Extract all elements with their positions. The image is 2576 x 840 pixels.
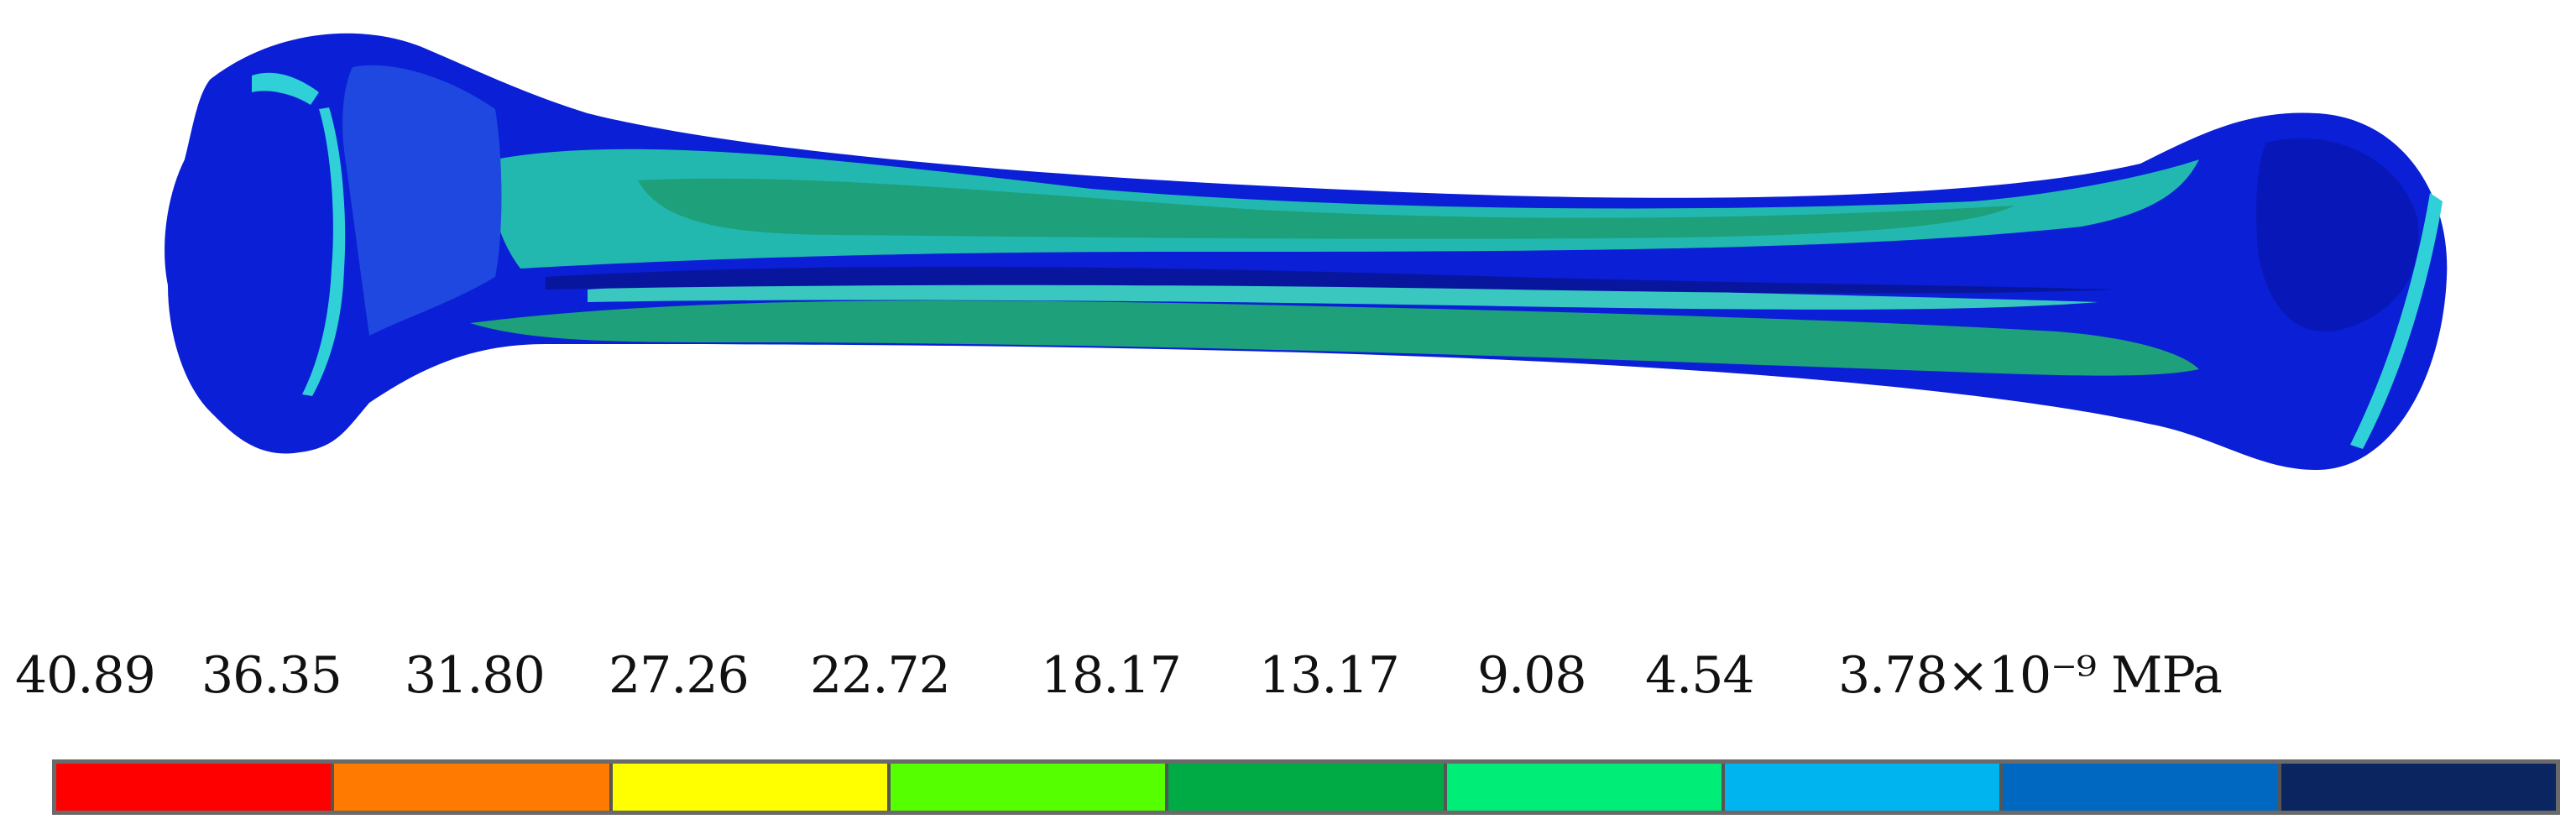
shaft-green-core	[638, 178, 2014, 239]
colorbar-label-6: 18.17	[1041, 646, 1182, 705]
colorbar-segment	[56, 764, 335, 811]
colorbar-labels: 40.89 36.35 31.80 27.26 22.72 18.17 13.1…	[0, 646, 2576, 722]
colorbar-segment	[1724, 764, 2004, 811]
proximal-light-patch	[342, 65, 502, 337]
shaft-dark-stripe	[546, 266, 2115, 294]
colorbar-label-9: 4.54	[1645, 646, 1755, 705]
colorbar-label-10: 3.78×10⁻⁹ MPa	[1838, 646, 2223, 705]
colorbar-label-8: 9.08	[1477, 646, 1587, 705]
colorbar-segment	[1168, 764, 1447, 811]
colorbar-label-3: 31.80	[405, 646, 546, 705]
proximal-cyan-top	[252, 72, 319, 105]
colorbar-label-2: 36.35	[201, 646, 342, 705]
colorbar-segment	[1446, 764, 1725, 811]
colorbar-label-1: 40.89	[15, 646, 156, 705]
colorbar-segment	[890, 764, 1169, 811]
proximal-cyan-streak	[302, 107, 346, 396]
colorbar-segment	[334, 764, 613, 811]
colorbar-label-5: 22.72	[810, 646, 951, 705]
shaft-lower-band	[470, 300, 2199, 376]
colorbar-label-4: 27.26	[609, 646, 750, 705]
colorbar-segment	[612, 764, 891, 811]
colorbar	[52, 759, 2560, 815]
colorbar-segment	[2281, 764, 2556, 811]
colorbar-label-7: 13.17	[1259, 646, 1400, 705]
distal-dark-lobe	[2256, 138, 2419, 332]
shaft-light-strip	[588, 278, 2098, 310]
distal-cyan-streak	[2350, 193, 2443, 449]
colorbar-segment	[2003, 764, 2281, 811]
shaft-upper-band	[492, 149, 2199, 269]
